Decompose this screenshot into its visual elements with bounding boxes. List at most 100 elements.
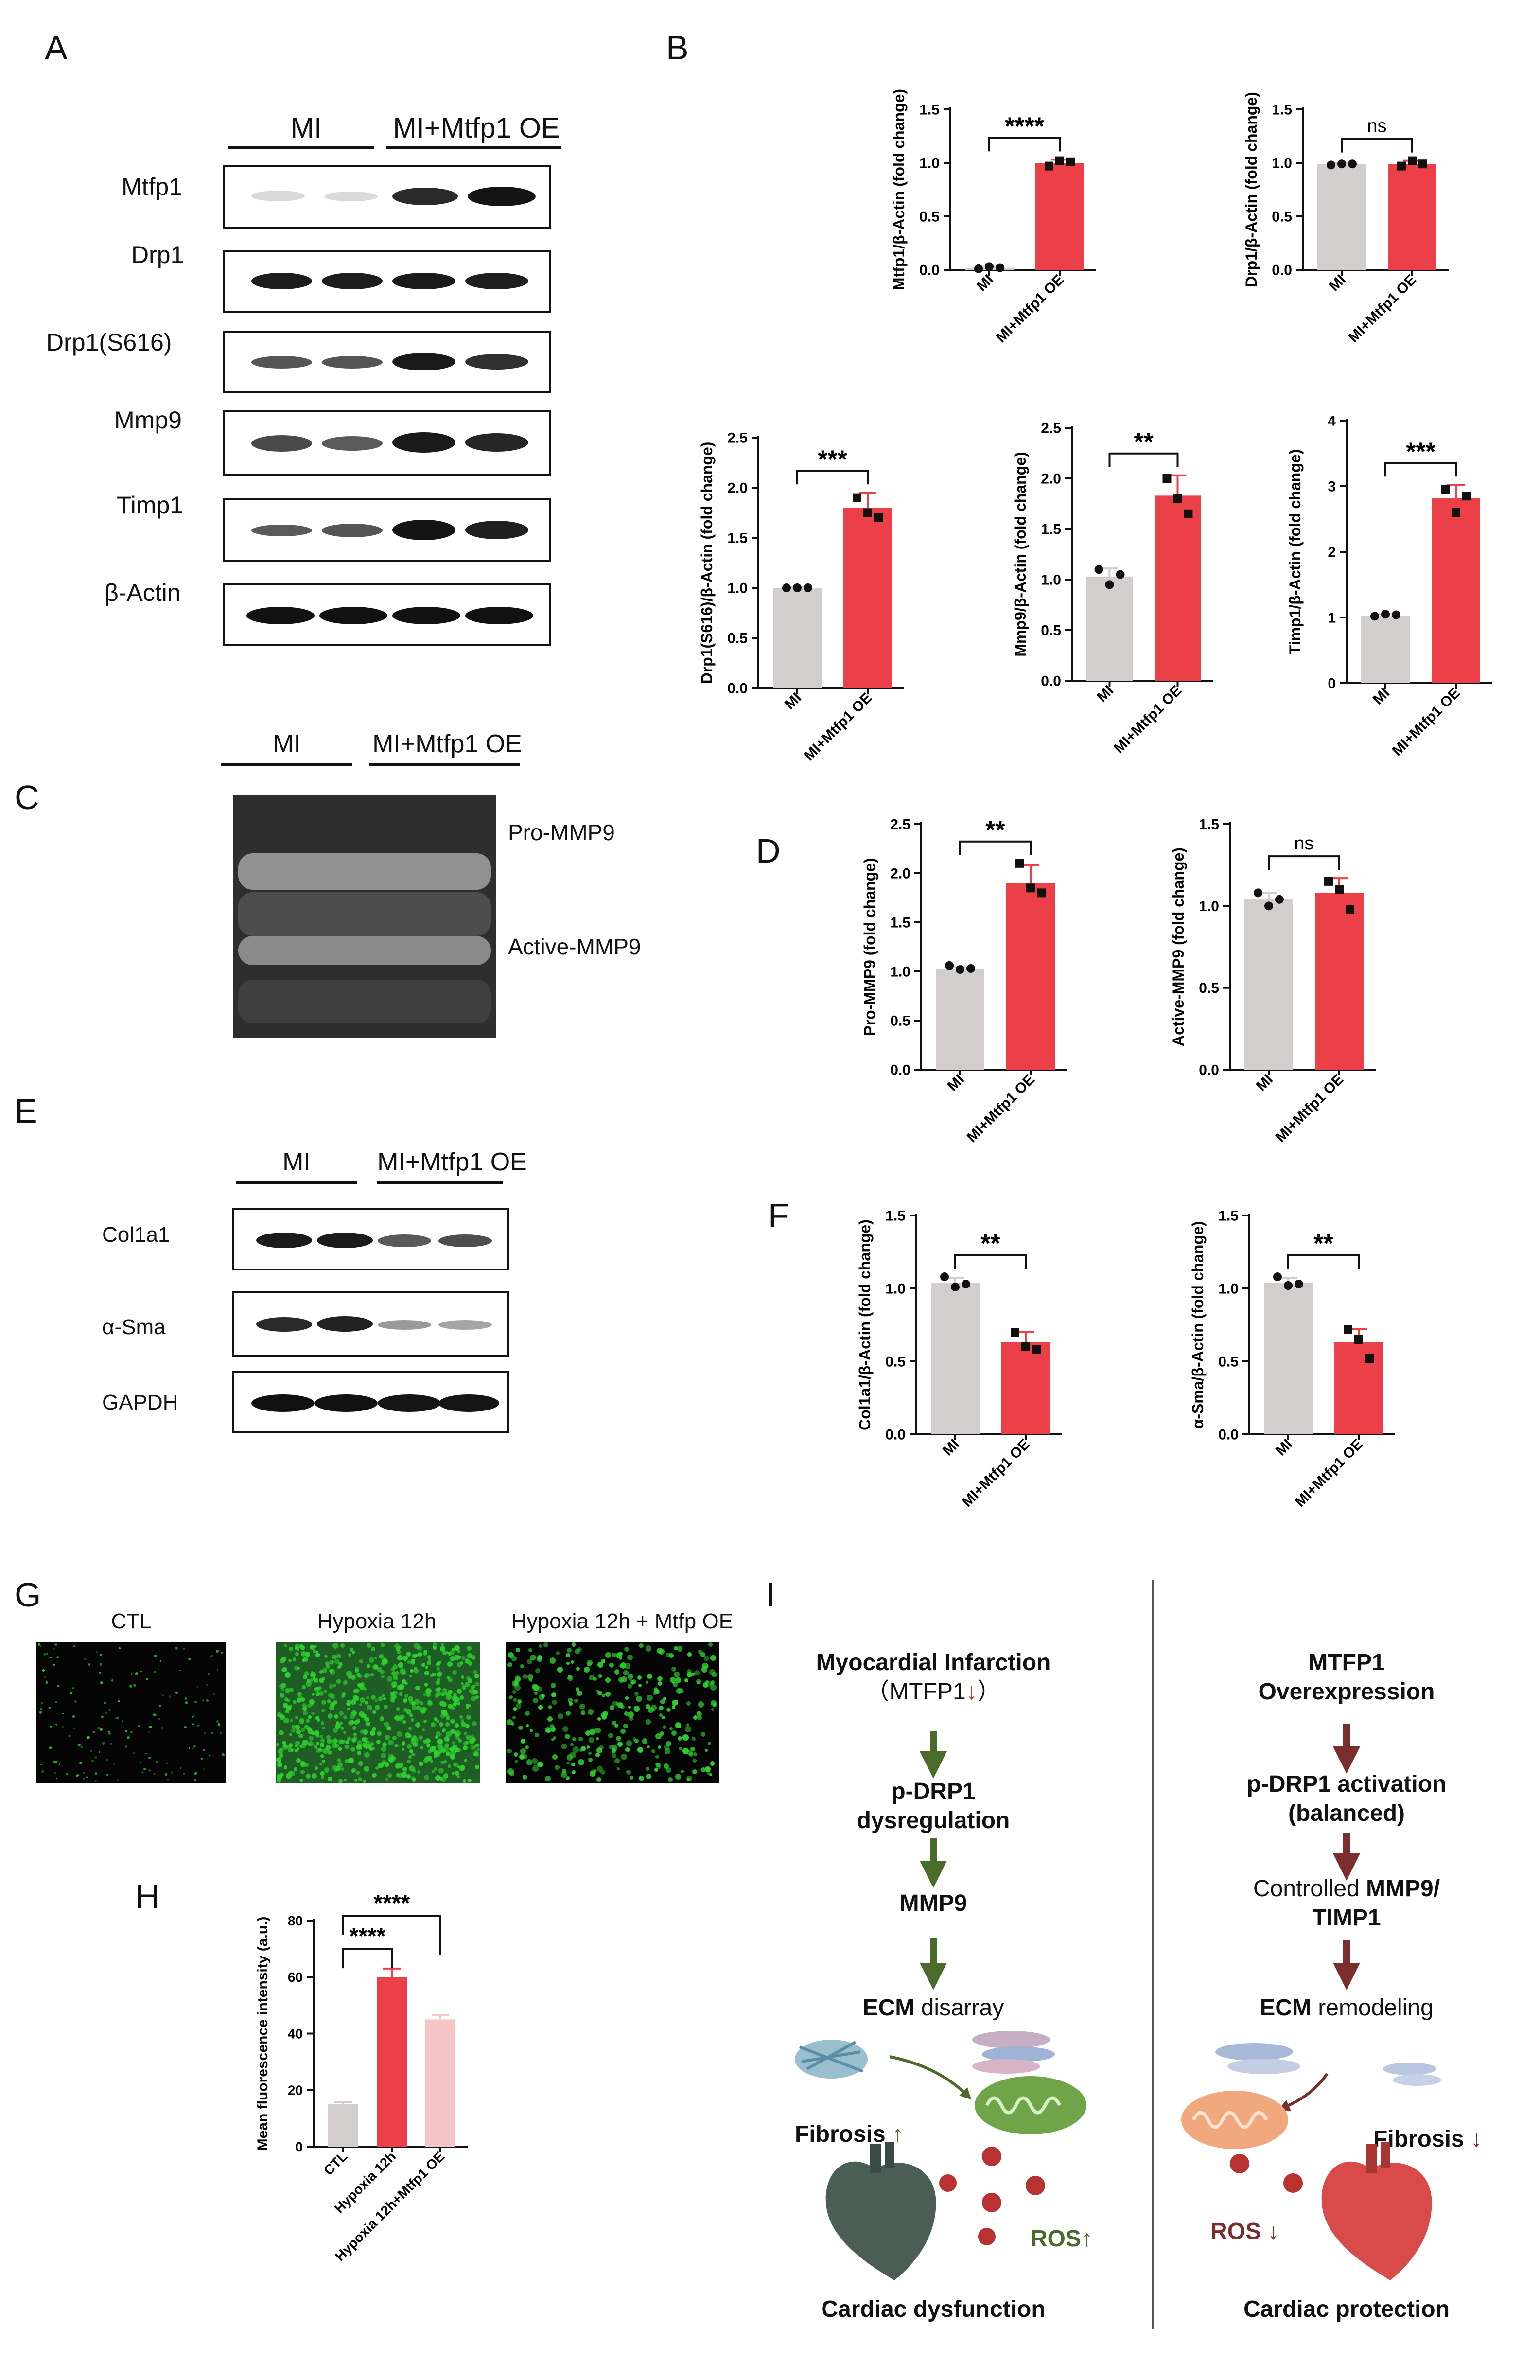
data-point xyxy=(874,513,883,522)
cell-nucleus xyxy=(145,1753,147,1755)
cell-nucleus xyxy=(292,1657,297,1661)
y-axis-label: Mean fluorescence intensity (a.u.) xyxy=(255,1917,271,2151)
cell-nucleus xyxy=(657,1681,663,1686)
cell-nucleus xyxy=(595,1728,601,1734)
cell-nucleus xyxy=(334,1701,338,1705)
cell-nucleus xyxy=(456,1662,462,1668)
cell-nucleus xyxy=(448,1764,451,1768)
bar-mi-mtfp1-oe xyxy=(1432,498,1480,683)
cell-nucleus xyxy=(408,1755,412,1759)
cell-nucleus xyxy=(671,1730,677,1736)
cell-nucleus xyxy=(414,1642,420,1649)
cell-nucleus xyxy=(355,1688,360,1693)
cell-nucleus xyxy=(453,1702,457,1706)
cell-nucleus xyxy=(100,1681,104,1685)
blot-drp1s616 xyxy=(223,331,551,393)
cell-nucleus xyxy=(115,1717,117,1719)
cell-nucleus xyxy=(648,1707,654,1713)
data-point xyxy=(1011,1328,1019,1337)
cell-nucleus xyxy=(89,1749,92,1752)
data-point xyxy=(1418,159,1427,169)
protein-label-mmp9: Mmp9 xyxy=(114,406,182,434)
cell-nucleus xyxy=(358,1761,363,1766)
cell-nucleus xyxy=(595,1752,600,1757)
cell-nucleus xyxy=(674,1700,679,1704)
cell-nucleus xyxy=(393,1675,399,1680)
cell-nucleus xyxy=(421,1662,426,1667)
cell-nucleus xyxy=(438,1749,442,1754)
y-tick-label: 1.0 xyxy=(885,1281,906,1297)
cell-nucleus xyxy=(624,1646,630,1652)
micrograph-hypoxia-oe xyxy=(506,1642,719,1783)
cell-nucleus xyxy=(80,1745,83,1749)
cell-nucleus xyxy=(328,1776,332,1781)
significance-label: ns xyxy=(1294,833,1313,854)
cell-nucleus xyxy=(711,1708,715,1711)
cell-nucleus xyxy=(708,1642,713,1647)
cell-nucleus xyxy=(549,1724,555,1729)
cell-nucleus xyxy=(333,1728,338,1733)
cell-nucleus xyxy=(356,1750,361,1755)
cell-nucleus xyxy=(301,1651,306,1657)
cell-nucleus xyxy=(122,1720,124,1722)
schema-right-heart xyxy=(1321,2142,1432,2280)
cell-nucleus xyxy=(658,1706,664,1711)
cell-nucleus xyxy=(320,1738,325,1743)
cell-nucleus xyxy=(304,1763,309,1767)
data-point xyxy=(853,493,861,502)
cell-nucleus xyxy=(566,1761,570,1765)
cell-nucleus xyxy=(319,1670,323,1674)
cell-nucleus xyxy=(637,1675,642,1680)
y-tick-label: 0.0 xyxy=(919,263,940,279)
cell-nucleus xyxy=(537,1655,542,1660)
cell-nucleus xyxy=(462,1779,466,1783)
cell-nucleus xyxy=(685,1726,691,1732)
bar-mi xyxy=(773,588,822,688)
schema-right-ros-label: ROS xyxy=(1210,2219,1261,2244)
cell-nucleus xyxy=(61,1726,64,1729)
cell-nucleus xyxy=(513,1697,517,1702)
cell-nucleus xyxy=(384,1705,388,1710)
group-underline-oe-c xyxy=(369,763,520,766)
cell-nucleus xyxy=(589,1675,595,1681)
cell-nucleus xyxy=(334,1658,339,1664)
cell-nucleus xyxy=(388,1756,394,1763)
cell-nucleus xyxy=(353,1732,357,1736)
cell-nucleus xyxy=(471,1695,476,1702)
cell-nucleus xyxy=(402,1670,406,1675)
cell-nucleus xyxy=(286,1707,289,1710)
cell-nucleus xyxy=(330,1702,334,1707)
cell-nucleus xyxy=(602,1714,607,1720)
cell-nucleus xyxy=(116,1779,119,1781)
cell-nucleus xyxy=(288,1658,292,1662)
cell-nucleus xyxy=(553,1736,556,1740)
cell-nucleus xyxy=(307,1715,312,1719)
cell-nucleus xyxy=(662,1715,665,1720)
cell-nucleus xyxy=(276,1778,281,1783)
cell-nucleus xyxy=(621,1676,627,1682)
cell-nucleus xyxy=(441,1778,446,1783)
cell-nucleus xyxy=(344,1745,349,1749)
cell-nucleus xyxy=(366,1740,371,1745)
significance-label: **** xyxy=(350,1923,386,1949)
cell-nucleus xyxy=(638,1776,642,1780)
schema-right-step1-line2: (balanced) xyxy=(1288,1800,1405,1826)
cell-nucleus xyxy=(321,1709,325,1712)
cell-nucleus xyxy=(315,1766,318,1770)
cell-nucleus xyxy=(217,1723,220,1726)
cell-nucleus xyxy=(158,1718,161,1720)
cell-nucleus xyxy=(432,1746,437,1751)
cell-nucleus xyxy=(525,1745,529,1749)
cell-nucleus xyxy=(143,1767,146,1770)
cell-nucleus xyxy=(468,1661,473,1666)
cell-nucleus xyxy=(306,1774,311,1779)
cell-nucleus xyxy=(44,1676,46,1678)
data-point xyxy=(1055,156,1064,165)
cell-nucleus xyxy=(337,1665,341,1669)
cell-nucleus xyxy=(350,1720,355,1724)
cell-nucleus xyxy=(387,1773,392,1778)
cell-nucleus xyxy=(306,1718,310,1723)
y-tick-label: 80 xyxy=(288,1913,303,1928)
cell-nucleus xyxy=(49,1746,52,1749)
cell-nucleus xyxy=(294,1665,299,1671)
